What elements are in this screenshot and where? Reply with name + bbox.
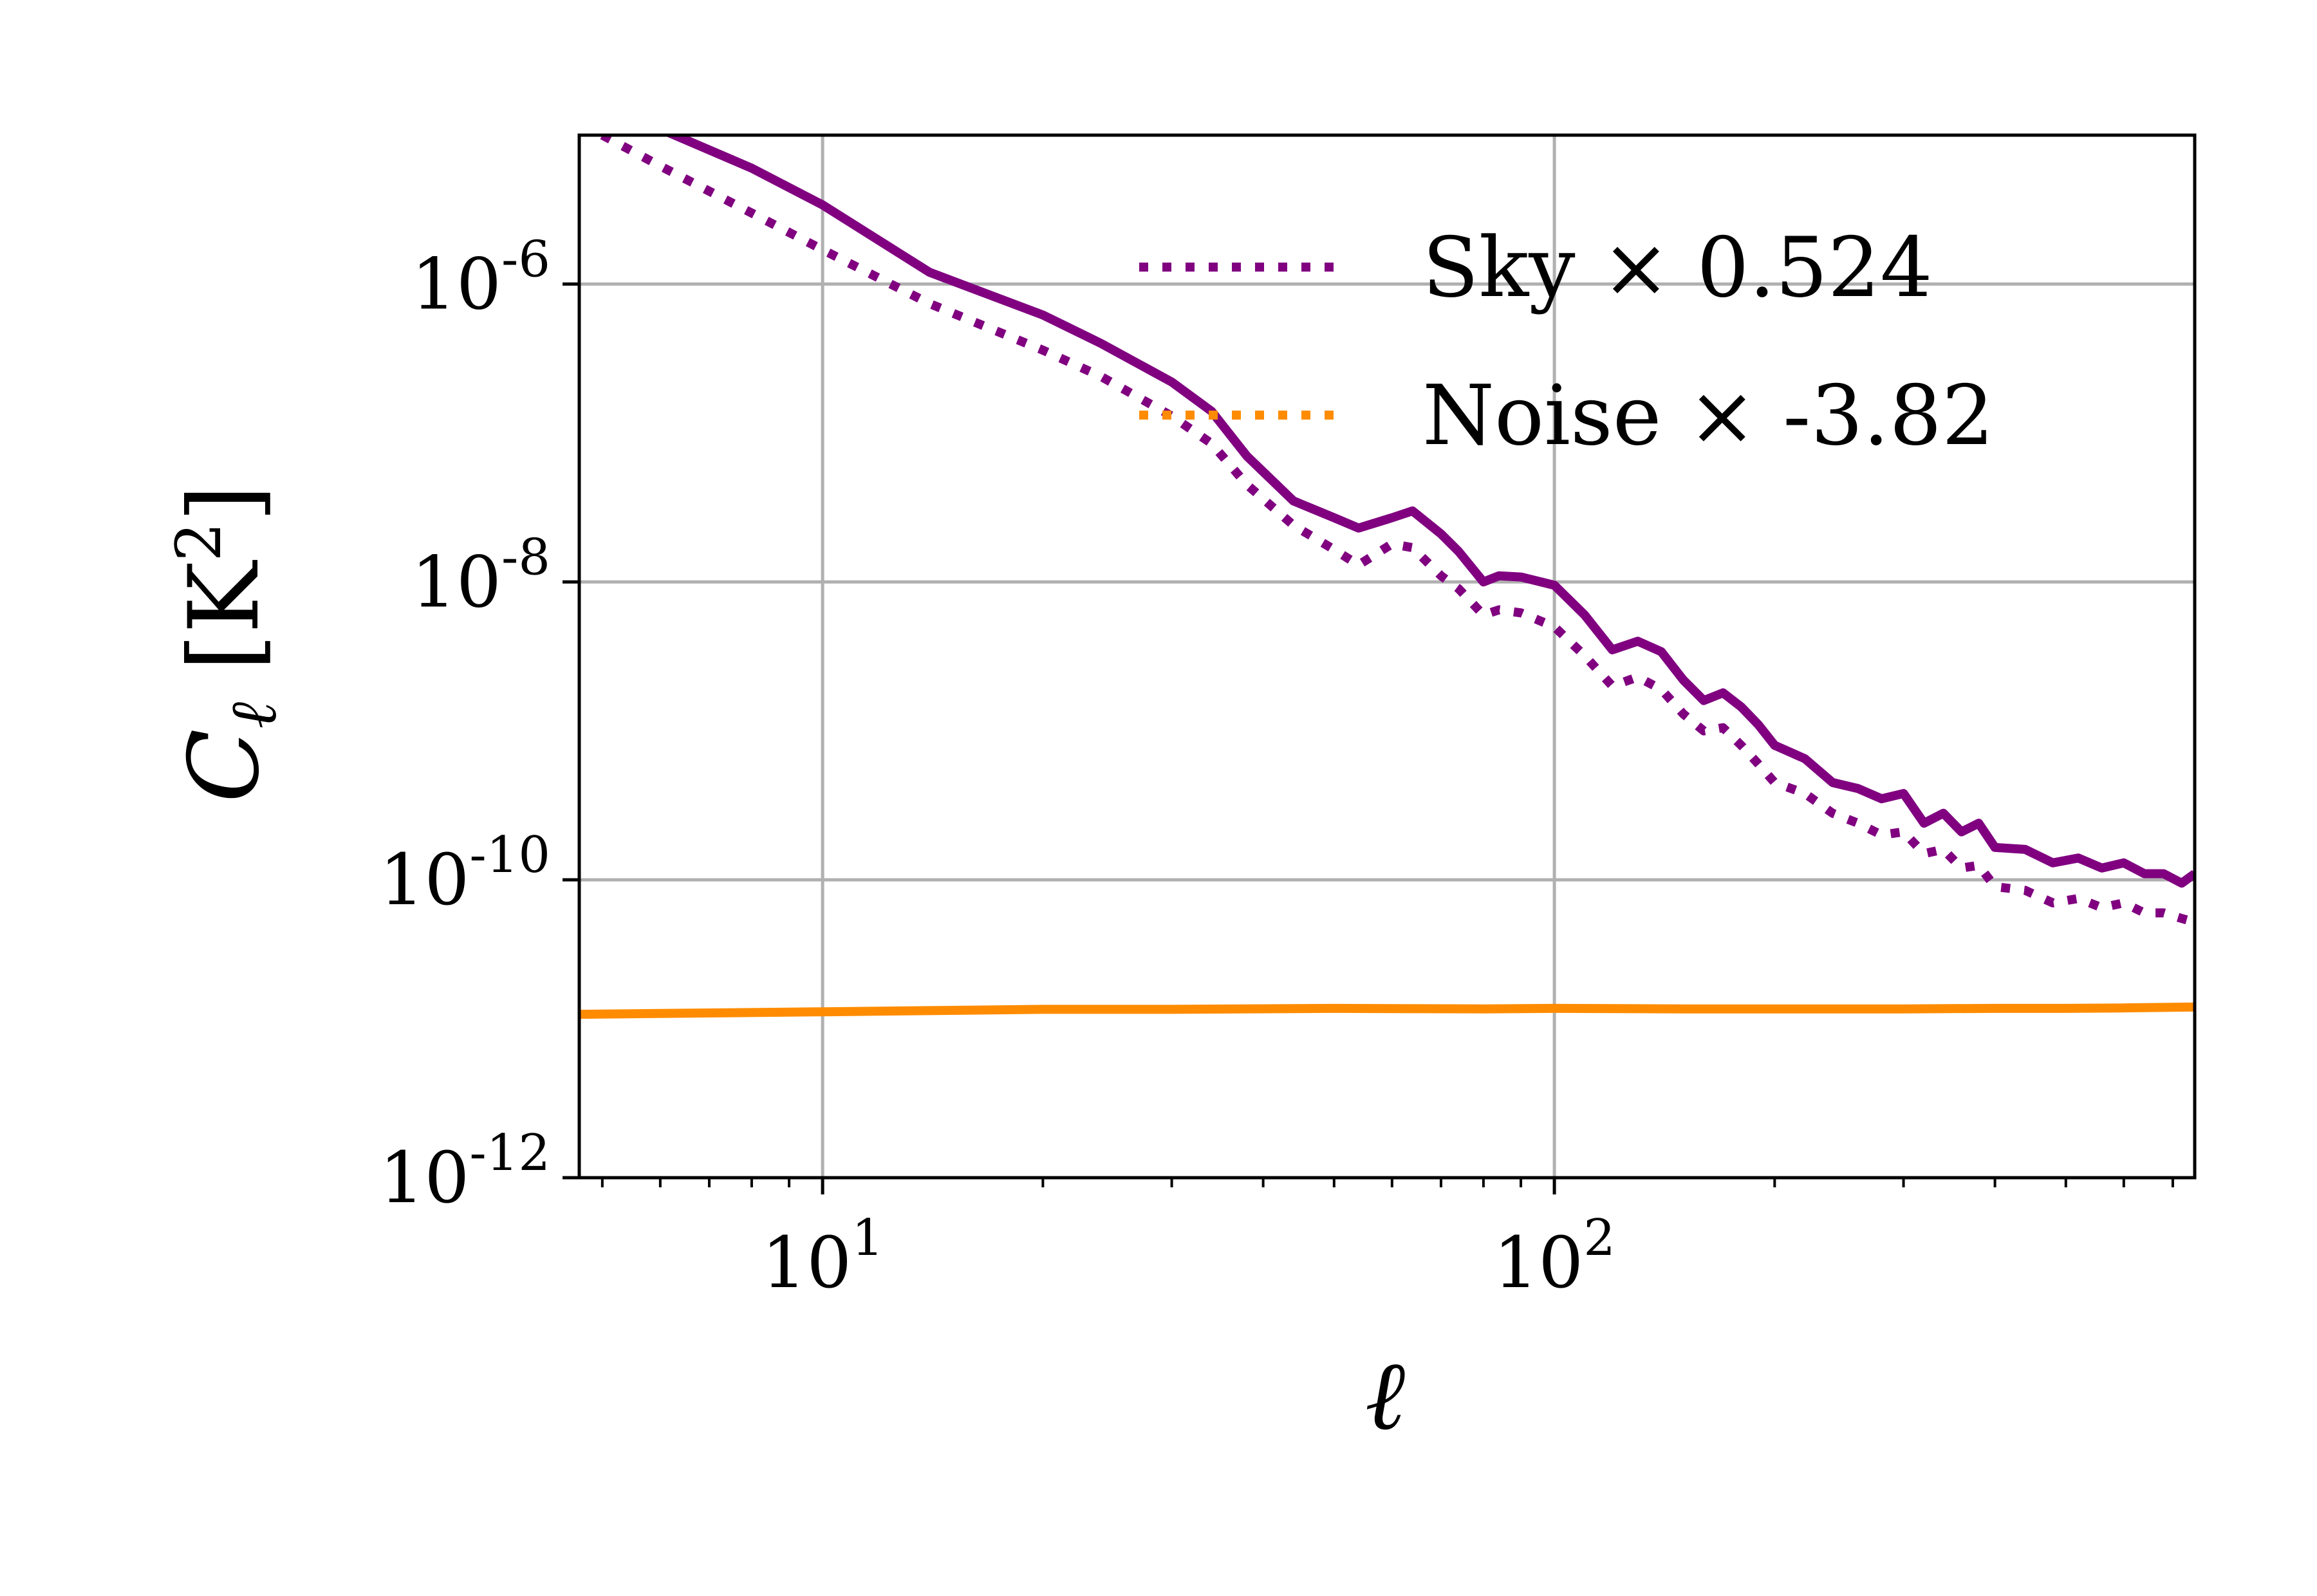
y-tick-label-exponent: -12 — [469, 1124, 550, 1182]
x-axis-label: ℓ — [1365, 1340, 1405, 1452]
x-tick-label-0: 101 — [761, 1209, 884, 1304]
x-tick-label-exponent: 2 — [1583, 1209, 1615, 1267]
y-tick-label-base: 10 — [411, 541, 501, 623]
y-tick-label-exponent: -8 — [501, 528, 550, 586]
y-tick-label-3: 10-12 — [379, 1124, 550, 1219]
y-axis-label-symbol: C — [169, 728, 281, 803]
x-tick-label-base: 10 — [761, 1221, 851, 1304]
x-tick-label-base: 10 — [1493, 1221, 1583, 1304]
y-tick-label-1: 10-8 — [411, 528, 550, 623]
series-line-2 — [579, 1002, 2195, 1019]
x-tick-label-1: 102 — [1493, 1209, 1615, 1304]
y-axis-label-subscript: ℓ — [216, 701, 291, 728]
plot-frame — [577, 133, 2197, 1180]
y-axis-label-unit-exponent: 2 — [163, 522, 235, 561]
y-tick-label-base: 10 — [379, 1137, 469, 1219]
legend-label-0: Sky × 0.524 — [1422, 220, 1933, 316]
legend-label-1: Noise × -3.82 — [1422, 368, 1994, 464]
y-tick-label-exponent: -6 — [501, 230, 550, 288]
x-tick-label-exponent: 1 — [851, 1209, 884, 1267]
legend: Sky × 0.524 Noise × -3.82 — [1139, 220, 1994, 464]
y-tick-label-2: 10-10 — [379, 826, 550, 921]
svg-text:Cℓ [K2]: Cℓ [K2] — [163, 485, 291, 803]
y-axis-label-unit: K — [169, 560, 281, 634]
y-tick-label-exponent: -10 — [469, 826, 550, 884]
y-tick-label-0: 10-6 — [411, 230, 550, 325]
y-axis-label: Cℓ [K2] — [163, 485, 291, 803]
y-axis-label-unit-close: ] — [169, 485, 281, 523]
y-axis-label-unit-open: [ — [169, 634, 281, 672]
y-tick-label-base: 10 — [411, 243, 501, 325]
y-tick-label-base: 10 — [379, 839, 469, 921]
